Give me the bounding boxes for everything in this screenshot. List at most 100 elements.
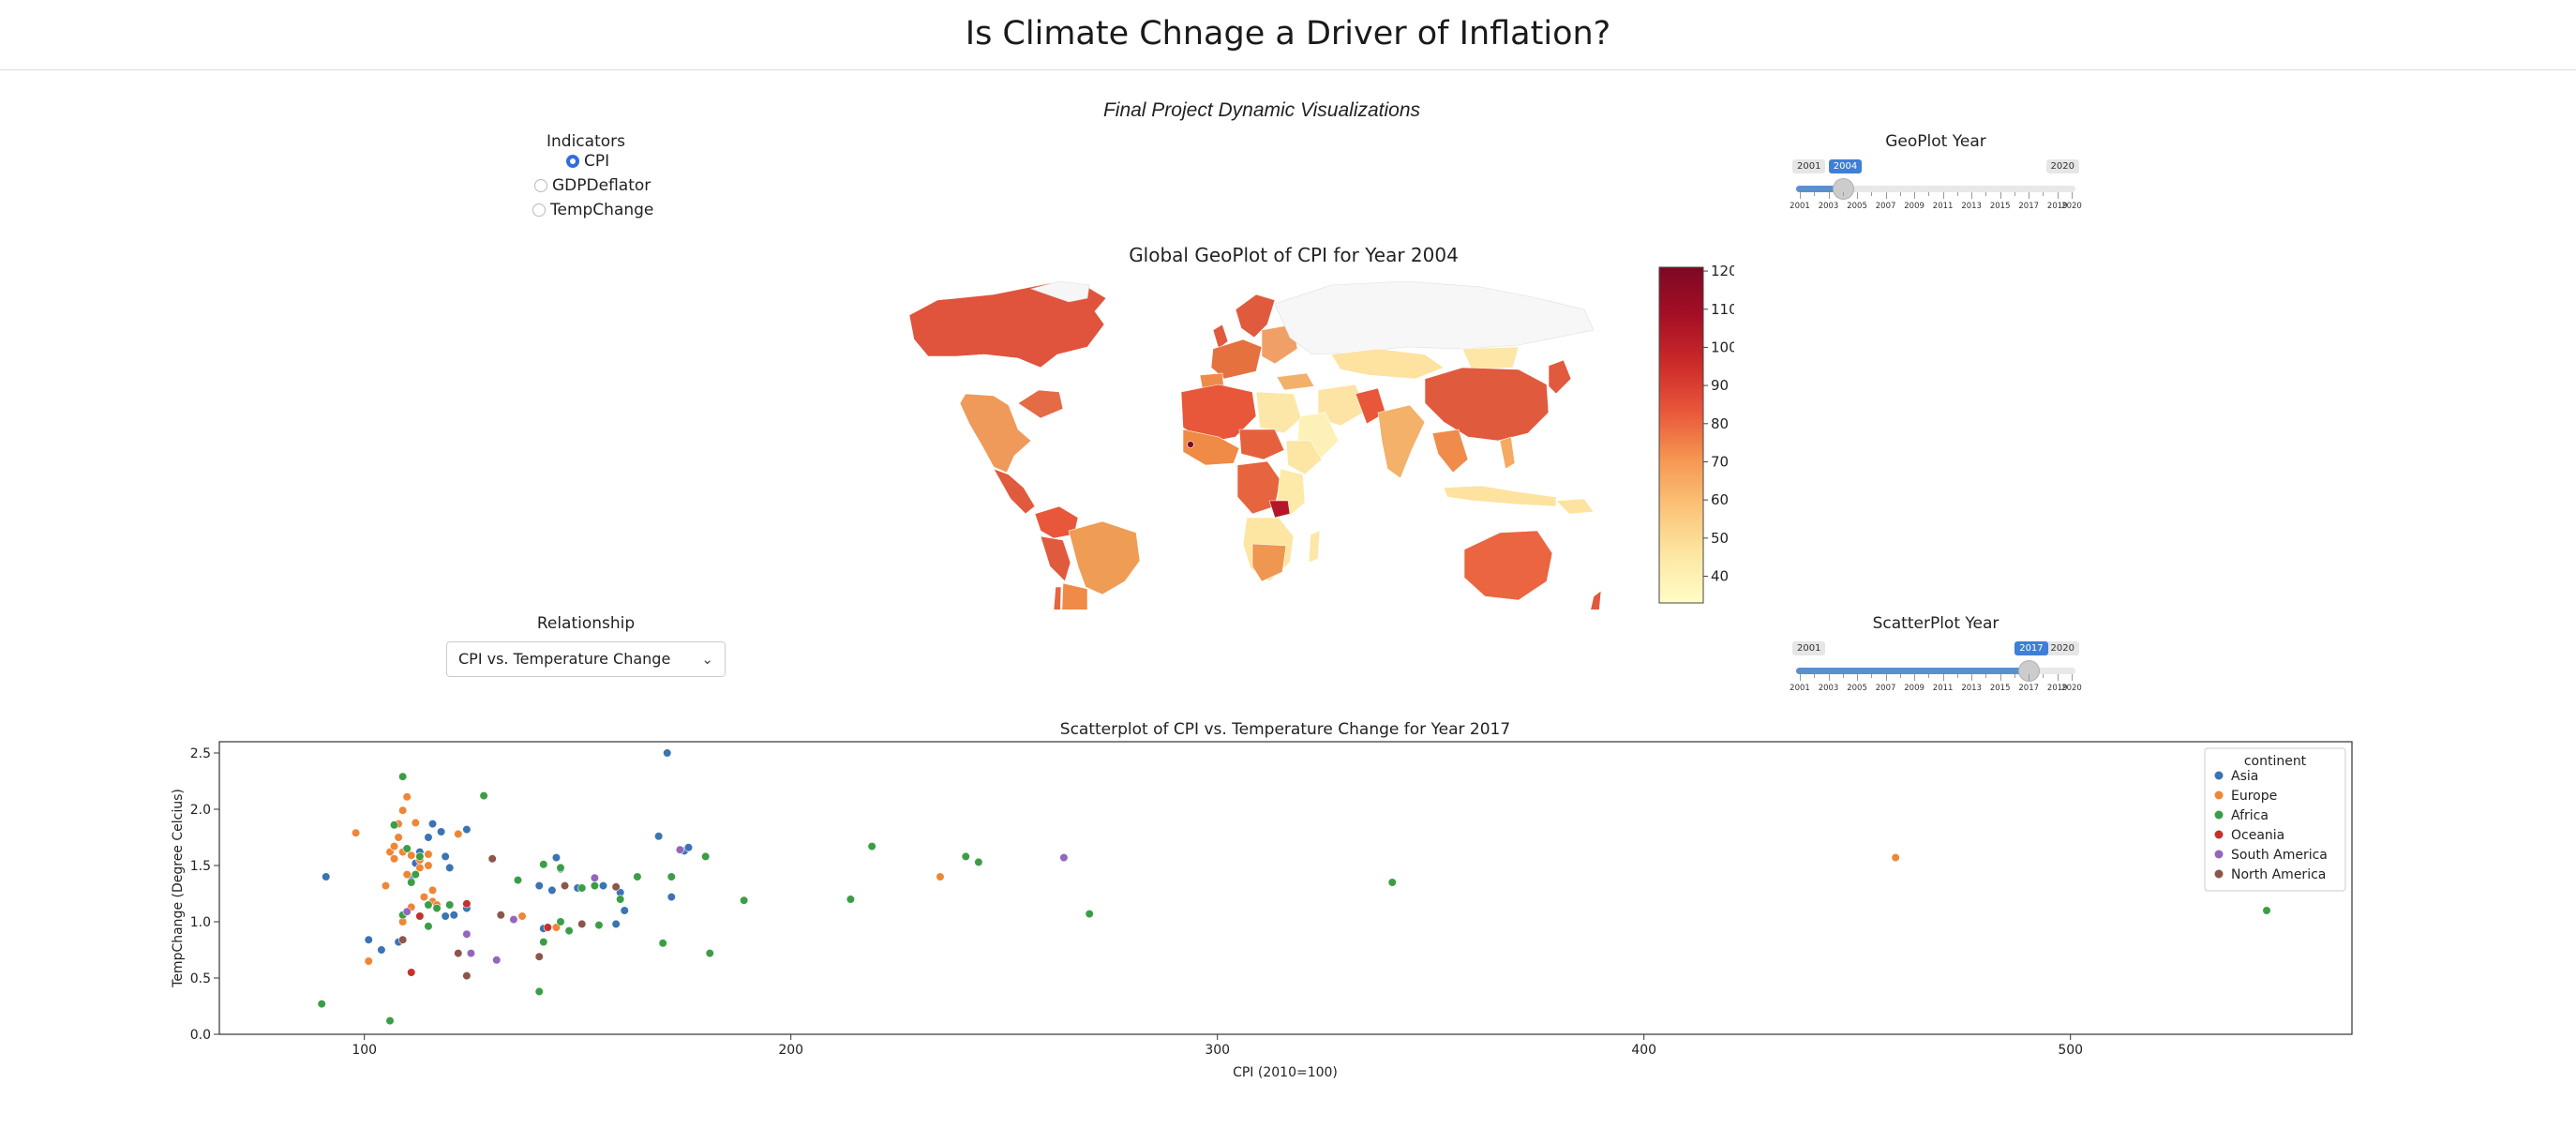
data-point[interactable] <box>560 881 570 891</box>
data-point[interactable] <box>1387 878 1397 887</box>
data-point[interactable] <box>551 853 562 863</box>
data-point[interactable] <box>364 935 373 944</box>
data-point[interactable] <box>577 919 587 928</box>
data-point[interactable] <box>411 818 420 827</box>
data-point[interactable] <box>449 911 458 920</box>
data-point[interactable] <box>389 820 399 830</box>
data-point[interactable] <box>539 860 548 869</box>
data-point[interactable] <box>402 907 412 916</box>
data-point[interactable] <box>509 915 518 925</box>
data-point[interactable] <box>398 935 408 944</box>
slider-track[interactable] <box>1796 186 2075 192</box>
data-point[interactable] <box>424 833 433 842</box>
data-point[interactable] <box>352 828 361 837</box>
data-point[interactable] <box>389 842 399 851</box>
data-point[interactable] <box>867 842 876 851</box>
geo-year-slider[interactable]: 2001 2020 2004 2001 2003 2005 2007 2009 2011 2013… <box>1790 145 2082 211</box>
data-point[interactable] <box>389 854 399 864</box>
data-point[interactable] <box>547 885 557 895</box>
data-point[interactable] <box>487 854 497 864</box>
data-point[interactable] <box>513 876 523 885</box>
data-point[interactable] <box>620 906 629 915</box>
data-point[interactable] <box>441 911 450 921</box>
data-point[interactable] <box>407 851 416 860</box>
data-point[interactable] <box>419 893 429 902</box>
data-point[interactable] <box>462 971 472 981</box>
data-point[interactable] <box>666 872 676 881</box>
data-point[interactable] <box>658 939 667 948</box>
data-point[interactable] <box>517 911 527 921</box>
slider-handle[interactable] <box>1832 178 1854 200</box>
data-point[interactable] <box>611 919 621 928</box>
data-point[interactable] <box>683 843 694 852</box>
data-point[interactable] <box>936 872 945 881</box>
data-point[interactable] <box>427 819 438 829</box>
data-point[interactable] <box>398 805 408 815</box>
data-point[interactable] <box>317 1000 326 1009</box>
data-point[interactable] <box>701 851 711 861</box>
data-point[interactable] <box>974 857 983 866</box>
data-point[interactable] <box>445 863 455 872</box>
data-point[interactable] <box>556 917 565 926</box>
data-point[interactable] <box>1891 853 1900 863</box>
data-point[interactable] <box>424 922 433 931</box>
data-point[interactable] <box>479 790 488 801</box>
data-point[interactable] <box>594 921 604 930</box>
data-point[interactable] <box>437 827 446 836</box>
data-point[interactable] <box>441 851 450 861</box>
data-point[interactable] <box>402 870 412 880</box>
data-point[interactable] <box>616 895 625 904</box>
data-point[interactable] <box>445 900 455 910</box>
data-point[interactable] <box>534 986 544 997</box>
data-point[interactable] <box>454 949 463 958</box>
data-point[interactable] <box>322 872 331 881</box>
data-point[interactable] <box>462 825 472 835</box>
world-choropleth-map[interactable] <box>891 272 1734 610</box>
data-point[interactable] <box>364 956 373 966</box>
data-point[interactable] <box>466 949 476 958</box>
data-point[interactable] <box>402 792 412 802</box>
scatter-year-slider[interactable]: 2001 2020 2017 2001 2003 2005 2007 2009 2011 2013… <box>1790 627 2082 693</box>
data-point[interactable] <box>432 904 442 913</box>
data-point[interactable] <box>598 881 608 891</box>
data-point[interactable] <box>675 845 685 854</box>
data-point[interactable] <box>846 895 856 904</box>
data-point[interactable] <box>402 844 412 853</box>
data-point[interactable] <box>492 956 502 965</box>
data-point[interactable] <box>454 829 463 838</box>
data-point[interactable] <box>2262 906 2271 915</box>
data-point[interactable] <box>394 833 403 842</box>
data-point[interactable] <box>961 851 970 861</box>
data-point[interactable] <box>415 863 425 872</box>
data-point[interactable] <box>424 900 433 910</box>
radio-cpi[interactable]: CPI <box>566 152 609 171</box>
data-point[interactable] <box>564 926 574 936</box>
data-point[interactable] <box>496 911 505 920</box>
data-point[interactable] <box>411 870 420 880</box>
data-point[interactable] <box>1085 910 1094 919</box>
data-point[interactable] <box>462 929 472 939</box>
data-point[interactable] <box>385 1016 395 1026</box>
data-point[interactable] <box>590 881 600 891</box>
data-point[interactable] <box>1059 853 1069 863</box>
data-point[interactable] <box>740 896 749 905</box>
data-point[interactable] <box>590 873 600 882</box>
data-point[interactable] <box>611 882 621 892</box>
data-point[interactable] <box>407 878 416 887</box>
data-point[interactable] <box>577 883 587 893</box>
data-point[interactable] <box>377 945 386 955</box>
data-point[interactable] <box>539 938 548 947</box>
data-point[interactable] <box>424 850 433 859</box>
data-point[interactable] <box>543 923 552 932</box>
relationship-dropdown[interactable]: CPI vs. Temperature Change ⌄ <box>446 641 726 677</box>
data-point[interactable] <box>534 952 544 961</box>
data-point[interactable] <box>663 748 672 758</box>
data-point[interactable] <box>398 772 408 781</box>
data-point[interactable] <box>633 872 642 881</box>
data-point[interactable] <box>424 861 433 870</box>
data-point[interactable] <box>666 893 676 902</box>
data-point[interactable] <box>556 863 565 872</box>
radio-tempchange[interactable]: TempChange <box>532 201 653 219</box>
data-point[interactable] <box>705 949 714 958</box>
slider-handle[interactable] <box>2018 660 2041 682</box>
